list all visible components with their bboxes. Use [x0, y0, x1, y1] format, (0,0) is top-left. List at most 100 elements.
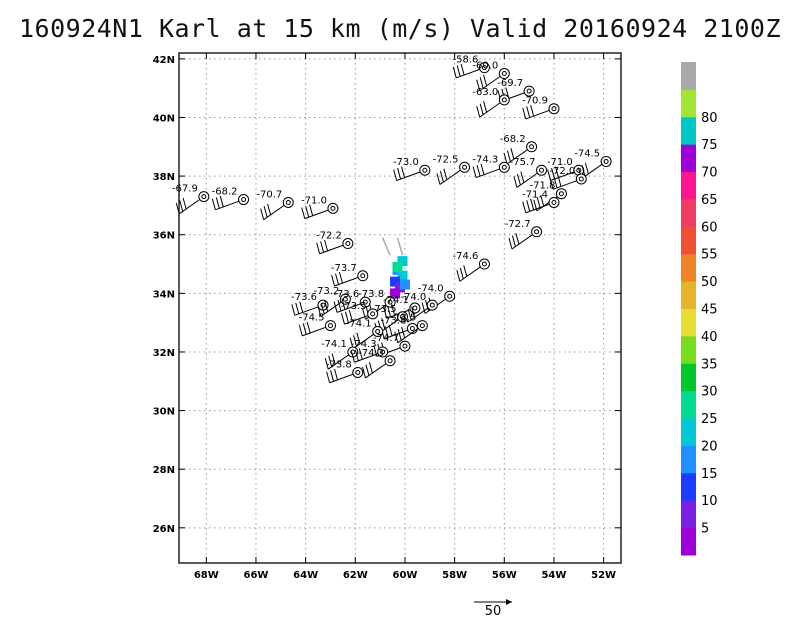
- dropsonde: -74.0: [400, 292, 438, 323]
- wind-barb-flag: [472, 166, 477, 178]
- colorbar-label: 30: [701, 385, 718, 400]
- dropsonde-marker: [600, 155, 612, 167]
- y-tick-label: 40N: [153, 113, 175, 124]
- wind-barb-flag: [452, 66, 457, 79]
- core-shading-cell: [399, 279, 410, 290]
- dropsonde: -73.5: [341, 301, 379, 325]
- wind-barb-flag: [295, 302, 300, 315]
- dropsonde-marker-inner: [399, 314, 405, 320]
- wind-barb-flag: [393, 169, 398, 181]
- dropsonde-marker-inner: [539, 167, 545, 173]
- y-tick-label: 28N: [153, 465, 175, 476]
- dropsonde-marker-inner: [551, 199, 557, 205]
- dropsonde-label: -71.4: [522, 189, 548, 200]
- wind-barb-flag: [306, 321, 311, 334]
- wind-barb-flag: [384, 326, 389, 338]
- dropsonde-label: -73.7: [331, 263, 357, 274]
- dropsonde-label: -73.5: [390, 313, 416, 324]
- wind-barb-flag: [515, 233, 520, 245]
- wind-barb-flag: [316, 242, 321, 254]
- dropsonde-label: -68.2: [212, 187, 238, 198]
- colorbar-swatch: [681, 335, 696, 364]
- reference-vector: 50: [474, 599, 512, 618]
- dropsonde-marker-inner: [462, 164, 468, 170]
- colorbar-swatch: [681, 89, 696, 118]
- wind-barb-flag: [263, 206, 268, 218]
- colorbar-label: 60: [701, 220, 718, 235]
- wind-barb-flag: [260, 208, 265, 220]
- wind-barb-flag: [516, 173, 521, 186]
- wind-barb-flag: [320, 241, 325, 253]
- wind-barb-flag: [479, 103, 484, 115]
- dropsonde: -74.5: [299, 313, 336, 337]
- y-tick-label: 34N: [153, 289, 175, 300]
- dropsonde-marker: [409, 302, 421, 314]
- wind-barb-flag: [362, 308, 366, 320]
- colorbar-swatch: [681, 500, 696, 529]
- wind-barb-flag: [383, 307, 388, 319]
- colorbar-label: 50: [701, 275, 718, 290]
- dropsonde: -73.6: [333, 289, 371, 313]
- x-tick-label: 64W: [293, 570, 318, 581]
- wind-barb-flag: [526, 200, 531, 212]
- dropsonde-marker: [342, 238, 354, 250]
- wind-barb-flag: [302, 323, 307, 335]
- wind-barb-flag: [459, 267, 464, 279]
- colorbar-swatch: [681, 418, 696, 446]
- dropsonde: -72.5: [433, 154, 471, 185]
- dropsonde: -74.6: [453, 251, 490, 282]
- dropsonde-marker-inner: [350, 349, 356, 355]
- dropsonde-marker-inner: [412, 305, 418, 311]
- dropsonde: -60.0: [472, 61, 510, 92]
- dropsonde-label: -74.1: [346, 318, 372, 329]
- dropsonde-marker-inner: [201, 194, 207, 200]
- dropsonde-marker: [555, 188, 567, 200]
- wind-barb-flag: [305, 206, 310, 218]
- y-tick-label: 38N: [153, 172, 175, 183]
- wind-barb-flag: [337, 299, 342, 312]
- dropsonde: -74.3: [351, 339, 389, 363]
- dropsonde-label: -71.8: [530, 181, 556, 192]
- dropsonde-marker-inner: [320, 302, 326, 308]
- wind-barb-flag: [348, 310, 353, 322]
- dropsonde-marker-inner: [360, 273, 366, 279]
- dropsonde: -68.2: [212, 187, 250, 211]
- dropsonde-label: -68.2: [500, 134, 526, 145]
- dropsonde-label: -74.1: [383, 295, 409, 306]
- y-tick-label: 36N: [153, 231, 175, 242]
- x-tick-label: 54W: [541, 570, 566, 581]
- dropsonde-marker-inner: [387, 299, 393, 305]
- wind-barb-flag: [476, 105, 481, 118]
- wind-barb-flag: [530, 104, 535, 117]
- dropsonde-label: -63.0: [472, 87, 498, 98]
- dropsonde-label: -74.3: [472, 154, 498, 165]
- dropsonde-marker-inner: [241, 197, 247, 203]
- y-tick-label: 42N: [153, 55, 175, 66]
- wind-barb-flag: [356, 332, 361, 344]
- dropsonde-marker: [282, 196, 294, 208]
- dropsonde-marker-inner: [534, 229, 540, 235]
- dropsonde: -73.0: [393, 157, 431, 181]
- wind-barb-flag: [411, 306, 416, 318]
- dropsonde-marker: [399, 340, 411, 352]
- plot-frame: [178, 52, 622, 564]
- wind-barb-flag: [317, 305, 322, 317]
- dropsonde-label: -73.8: [381, 316, 407, 327]
- wind-barb-flag: [365, 364, 370, 376]
- wind-barb-flag: [309, 204, 314, 216]
- wind-barb-flag: [328, 355, 333, 367]
- wind-barb-flag: [506, 150, 511, 162]
- x-tick-label: 58W: [442, 570, 467, 581]
- x-tick-label: 66W: [244, 570, 269, 581]
- x-tick-label: 68W: [194, 570, 219, 581]
- wind-barb-flag: [456, 270, 461, 282]
- dropsonde-marker: [531, 226, 543, 238]
- reference-vector-arrowhead: [506, 599, 512, 605]
- colorbar-swatch: [681, 445, 696, 474]
- wind-barb-flag: [513, 176, 518, 188]
- wind-barb-flag: [511, 235, 516, 247]
- wind-barb-flag: [324, 239, 329, 252]
- wind-barb-flag: [584, 162, 589, 174]
- colorbar-swatch: [681, 62, 696, 90]
